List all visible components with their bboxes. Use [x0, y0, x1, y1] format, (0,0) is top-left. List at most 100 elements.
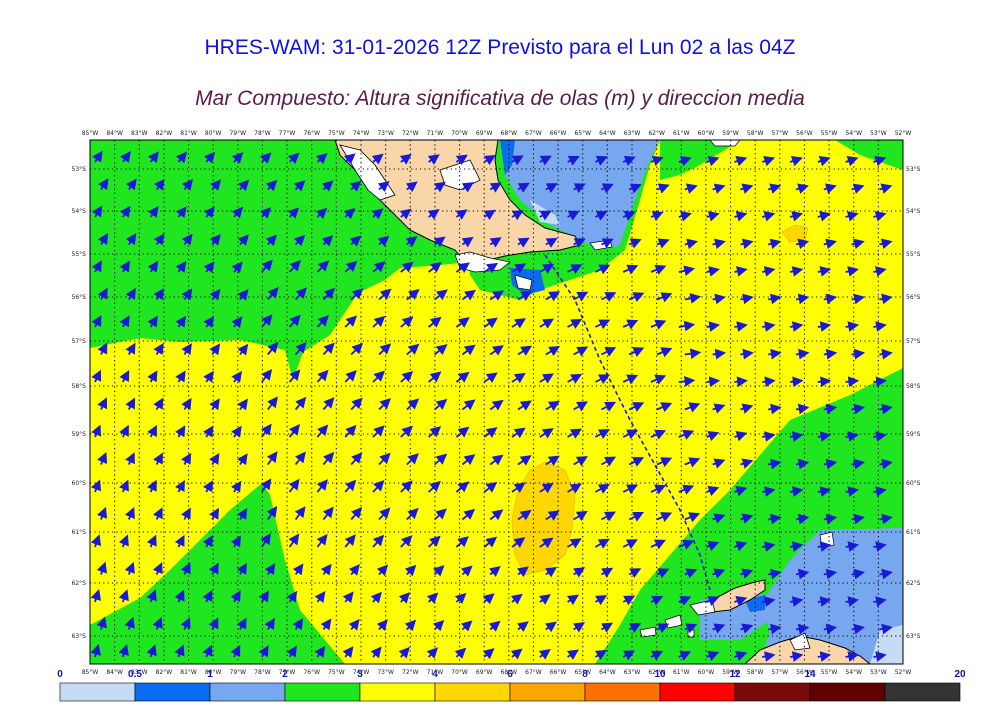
- lon-label-top: 63°W: [624, 130, 641, 137]
- wave-direction-arrow: [202, 535, 213, 548]
- wave-direction-arrow: [404, 619, 417, 632]
- lon-label-bottom: 57°W: [772, 669, 789, 676]
- wave-direction-arrow: [650, 539, 667, 550]
- lon-label-top: 65°W: [574, 130, 591, 137]
- lat-label-left: 55°S: [72, 251, 87, 258]
- wave-direction-arrow: [461, 508, 476, 521]
- wave-direction-arrow: [817, 155, 831, 167]
- wave-direction-arrow: [181, 288, 193, 301]
- wave-direction-arrow: [405, 236, 418, 248]
- wave-direction-arrow: [573, 291, 589, 302]
- wave-direction-arrow: [873, 211, 887, 222]
- wave-direction-arrow: [428, 371, 442, 383]
- wave-direction-arrow: [488, 620, 501, 632]
- wave-direction-arrow: [740, 183, 754, 194]
- lon-label-top: 71°W: [427, 130, 444, 137]
- wave-direction-arrow: [489, 345, 504, 356]
- wave-direction-arrow: [684, 348, 702, 360]
- lon-label-bottom: 63°W: [624, 669, 641, 676]
- wave-direction-arrow: [147, 260, 159, 273]
- lon-label-bottom: 69°W: [476, 669, 493, 676]
- wave-direction-arrow: [511, 263, 527, 274]
- wave-direction-arrow: [461, 236, 474, 248]
- wave-direction-arrow: [428, 316, 442, 328]
- wave-direction-arrow: [267, 396, 278, 411]
- wave-direction-arrow: [91, 369, 102, 383]
- wave-direction-arrow: [817, 486, 832, 497]
- wave-direction-arrow: [208, 617, 219, 630]
- wave-direction-arrow: [124, 507, 135, 520]
- wave-direction-arrow: [734, 321, 748, 332]
- wave-direction-arrow: [482, 593, 495, 605]
- wave-direction-arrow: [175, 260, 187, 273]
- wave-direction-arrow: [259, 207, 272, 219]
- wave-direction-arrow: [845, 321, 860, 332]
- wave-direction-arrow: [539, 428, 554, 439]
- wave-direction-arrow: [294, 396, 307, 411]
- lon-label-bottom: 53°W: [870, 669, 887, 676]
- wave-direction-arrow: [684, 183, 698, 194]
- wave-direction-arrow: [789, 211, 804, 222]
- wave-direction-arrow: [594, 649, 608, 661]
- wave-direction-arrow: [461, 182, 474, 193]
- wave-direction-arrow: [455, 262, 470, 274]
- wave-direction-arrow: [428, 426, 442, 438]
- wave-direction-arrow: [237, 179, 250, 192]
- wave-direction-arrow: [147, 205, 159, 218]
- wave-direction-arrow: [684, 402, 701, 413]
- wave-direction-arrow: [595, 264, 611, 275]
- wave-direction-arrow: [322, 342, 335, 356]
- lon-label-bottom: 55°W: [821, 669, 838, 676]
- wave-direction-arrow: [706, 430, 720, 442]
- wave-direction-arrow: [266, 451, 278, 466]
- wave-direction-arrow: [434, 344, 448, 356]
- wave-direction-arrow: [344, 424, 357, 438]
- wave-direction-arrow: [378, 397, 391, 411]
- wave-direction-arrow: [678, 650, 692, 661]
- wave-direction-arrow: [851, 238, 865, 250]
- wave-direction-arrow: [267, 287, 279, 301]
- wave-direction-arrow: [258, 645, 269, 658]
- wave-direction-arrow: [90, 643, 101, 658]
- wave-direction-arrow: [118, 589, 129, 603]
- wave-direction-arrow: [489, 182, 502, 193]
- wave-direction-arrow: [261, 259, 273, 273]
- lat-label-left: 58°S: [72, 383, 87, 390]
- wave-direction-arrow: [119, 370, 130, 383]
- wave-direction-arrow: [399, 208, 412, 220]
- colorbar-segment: [434, 682, 511, 702]
- lon-label-top: 66°W: [550, 130, 567, 137]
- wave-direction-arrow: [146, 534, 157, 548]
- wave-direction-arrow: [768, 623, 782, 635]
- wave-direction-arrow: [789, 155, 803, 167]
- wave-direction-arrow: [817, 431, 832, 442]
- wave-direction-arrow: [873, 596, 887, 607]
- wave-direction-arrow: [209, 343, 221, 356]
- wave-direction-arrow: [545, 183, 558, 193]
- lon-label-bottom: 70°W: [451, 669, 468, 676]
- wave-direction-arrow: [294, 342, 307, 356]
- wave-direction-arrow: [97, 342, 108, 355]
- lon-label-bottom: 71°W: [427, 669, 444, 676]
- wave-direction-arrow: [454, 592, 467, 605]
- wave-direction-arrow: [567, 210, 580, 221]
- wave-direction-arrow: [146, 479, 157, 493]
- wave-direction-arrow: [350, 397, 363, 411]
- wave-direction-arrow: [622, 429, 639, 440]
- wave-direction-arrow: [378, 507, 391, 521]
- wave-direction-arrow: [343, 208, 356, 220]
- wave-direction-arrow: [768, 403, 782, 415]
- lon-label-top: 60°W: [698, 130, 715, 137]
- wave-direction-arrow: [600, 401, 617, 412]
- wave-direction-arrow: [315, 152, 328, 165]
- lon-label-top: 54°W: [845, 130, 862, 137]
- lon-label-bottom: 61°W: [673, 669, 690, 676]
- wave-direction-arrow: [146, 644, 157, 658]
- wave-direction-arrow: [483, 536, 498, 548]
- wave-direction-arrow: [678, 376, 696, 387]
- wave-direction-arrow: [795, 403, 810, 415]
- wave-direction-arrow: [321, 235, 334, 247]
- wave-direction-arrow: [511, 318, 527, 329]
- wave-direction-arrow: [517, 455, 532, 466]
- wave-direction-arrow: [684, 512, 701, 523]
